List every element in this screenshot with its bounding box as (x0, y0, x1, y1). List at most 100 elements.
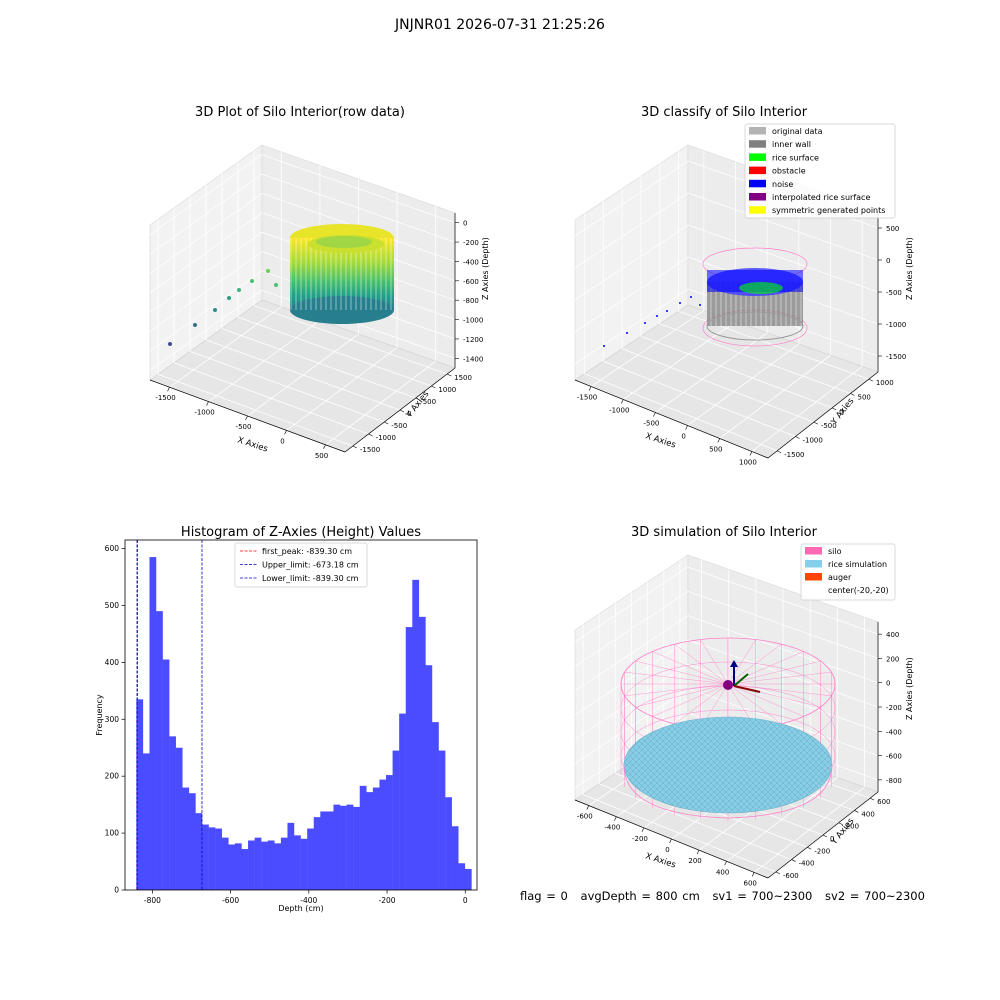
raw-y-grid (189, 351, 385, 423)
histogram-x-tick-label: -800 (144, 896, 161, 905)
cls-y-tick-label: 500 (858, 394, 871, 402)
histogram-x-tick-label: 0 (463, 896, 468, 905)
histogram-bar (366, 792, 374, 890)
histogram-title: Histogram of Z-Axies (Height) Values (181, 525, 421, 540)
histogram-bar (379, 779, 387, 890)
cls-wall-bottom (706, 311, 804, 341)
raw-y-grid (237, 316, 432, 387)
histogram-legend-label: Lower_limit: -839.30 cm (262, 574, 359, 583)
raw-plot-title: 3D Plot of Silo Interior(row data) (195, 105, 405, 120)
simulation-plot-title: 3D simulation of Silo Interior (631, 525, 818, 540)
histogram-y-tick-label: 300 (105, 715, 120, 724)
histogram-y-tick-label: 400 (105, 658, 120, 667)
cls-y-tick (777, 450, 782, 454)
cls-y-grid (659, 323, 851, 394)
histogram-y-tick-label: 100 (105, 829, 120, 838)
cls-y-grid (584, 373, 778, 452)
raw-z-tick-label: -1200 (463, 336, 483, 344)
sim-legend-label: center(-20,-20) (828, 586, 889, 595)
cls-legend-label: rice surface (772, 153, 819, 162)
histogram-bar (202, 824, 209, 890)
raw-z-tick-label: -200 (463, 239, 479, 247)
histogram-bar (386, 775, 393, 890)
cls-y-tick (813, 421, 818, 425)
raw-x-tick-label: 500 (315, 452, 328, 460)
raw-y-axis-line (344, 367, 456, 453)
sim-y-tick (870, 797, 875, 801)
sv1-value: sv1 = 700~2300 (712, 889, 813, 903)
raw-y-tick (368, 433, 373, 437)
sim-silo-roof-spoke (727, 683, 832, 697)
cls-x-grid (590, 310, 705, 387)
histogram-bar (405, 627, 413, 890)
sim-silo-roof-spoke (727, 671, 832, 685)
sim-y-axis-line (767, 791, 879, 879)
sim-z-tick-label: 200 (886, 655, 899, 663)
histogram-bar (340, 805, 347, 890)
histogram-bar (241, 849, 249, 890)
raw-x-tick (245, 415, 248, 421)
raw-stray-point (168, 342, 172, 346)
cls-y-tick (832, 407, 837, 411)
sim-silo-roof-spoke (674, 683, 729, 724)
raw-z-tick-label: -400 (463, 258, 479, 266)
raw-plot-point-cloud (168, 224, 394, 346)
raw-z-grid (149, 289, 456, 371)
histogram-x-tick-label: -600 (222, 896, 239, 905)
sim-z-tick-label: -400 (886, 728, 902, 736)
cls-x-tick (685, 425, 688, 430)
histogram-bar (169, 736, 176, 890)
sim-y-tick-label: -400 (799, 860, 815, 868)
sim-x-tick-label: 200 (688, 857, 701, 865)
raw-stray-point (213, 308, 217, 312)
cls-x-tick (588, 386, 592, 391)
classify-plot-z-label: Z Axies (Depth) (905, 237, 914, 300)
sim-silo-roof-spoke (674, 644, 729, 685)
histogram-bar (320, 811, 328, 890)
histogram-x-tick-label: -400 (300, 896, 317, 905)
histogram-bar (287, 822, 295, 890)
sim-x-axis-line (574, 799, 769, 879)
avg-depth-value: avgDepth = 800 cm (580, 889, 700, 903)
histogram-bar (208, 827, 216, 890)
cls-legend-swatch (749, 153, 766, 161)
sim-z-grid (574, 639, 879, 716)
flag-value: flag = 0 (520, 889, 568, 903)
cls-x-tick-label: -1500 (577, 394, 597, 402)
sim-y-tick (822, 834, 828, 838)
cls-y-tick (795, 436, 800, 439)
classify-plot-title: 3D classify of Silo Interior (641, 105, 808, 120)
sim-silo-roof-spoke (700, 639, 729, 685)
histogram-bar (372, 787, 380, 890)
status-line: flag = 0 avgDepth = 800 cm sv1 = 700~230… (520, 889, 933, 903)
cls-noise-point (644, 322, 646, 324)
raw-z-tick-label: -1400 (463, 355, 483, 363)
sim-silo-roof-spoke (727, 683, 804, 717)
histogram-y-tick-label: 200 (105, 772, 120, 781)
raw-x-tick (167, 387, 170, 392)
sim-silo-roof-spoke (652, 651, 729, 685)
histogram-bar (326, 811, 334, 890)
sim-y-grid (599, 783, 792, 860)
sim-z-grid (574, 663, 879, 740)
raw-y-tick (415, 397, 420, 401)
cls-y-tick-label: -1500 (784, 451, 804, 459)
cls-legend-label: obstacle (772, 167, 806, 176)
histogram-y-tick-label: 0 (114, 886, 119, 895)
sim-y-tick (807, 847, 812, 850)
cls-y-tick-label: 0 (839, 408, 843, 416)
cls-z-grid (574, 192, 879, 269)
histogram-x-label: Depth (cm) (278, 904, 323, 913)
histogram-bar (188, 793, 196, 890)
cls-x-axis-line (574, 379, 769, 459)
sim-x-tick (641, 827, 645, 832)
cls-y-axis-line (767, 371, 879, 459)
cls-legend-label: original data (772, 127, 823, 136)
sim-auger-y-arrow (733, 673, 749, 687)
sim-auger-center (723, 680, 733, 690)
simulation-plot-x-label: X Axies (644, 851, 677, 870)
raw-stray-point (250, 279, 254, 283)
sim-z-tick-label: -800 (886, 777, 902, 785)
sim-z-tick-label: -600 (886, 753, 902, 761)
histogram-bar (294, 835, 301, 890)
